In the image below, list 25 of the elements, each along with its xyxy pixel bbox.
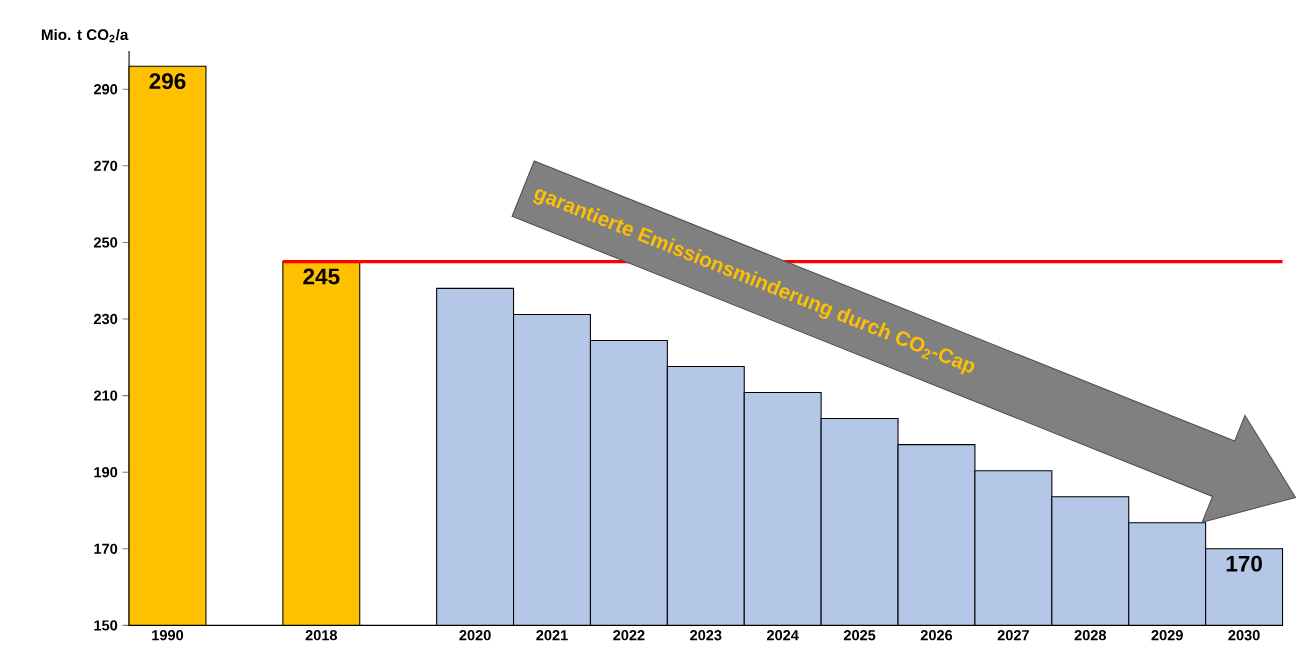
x-tick-label: 2025 — [843, 630, 876, 641]
x-tick-label: 2026 — [920, 630, 953, 641]
y-tick-label: 210 — [93, 390, 118, 401]
x-tick-label: 2028 — [1074, 630, 1107, 641]
x-tick-label: 2018 — [305, 630, 338, 641]
x-tick-label: 2020 — [459, 630, 491, 641]
data-label: 245 — [303, 268, 340, 285]
y-tick-label: 150 — [94, 620, 118, 631]
x-tick-label: 2024 — [767, 630, 799, 641]
x-tick-label: 2023 — [690, 630, 722, 641]
x-tick-label: 2021 — [536, 630, 568, 641]
y-tick-label: 230 — [93, 313, 118, 325]
x-tick-label: 1990 — [152, 630, 184, 641]
x-tick-label: 2029 — [1151, 630, 1183, 641]
y-tick-label: 190 — [94, 466, 118, 478]
x-tick-label: 2030 — [1228, 630, 1260, 641]
y-axis-title: Mio. t CO$_{2}$/a — [41, 28, 129, 43]
x-tick-label: 2027 — [997, 630, 1029, 641]
x-tick-label: 2022 — [613, 630, 645, 641]
y-tick-label: 270 — [93, 160, 118, 171]
y-tick-label: 250 — [93, 237, 118, 248]
data-label: 296 — [149, 73, 186, 90]
data-label: 170 — [1226, 555, 1262, 572]
y-tick-label: 170 — [94, 543, 118, 554]
y-tick-label: 290 — [93, 84, 118, 95]
